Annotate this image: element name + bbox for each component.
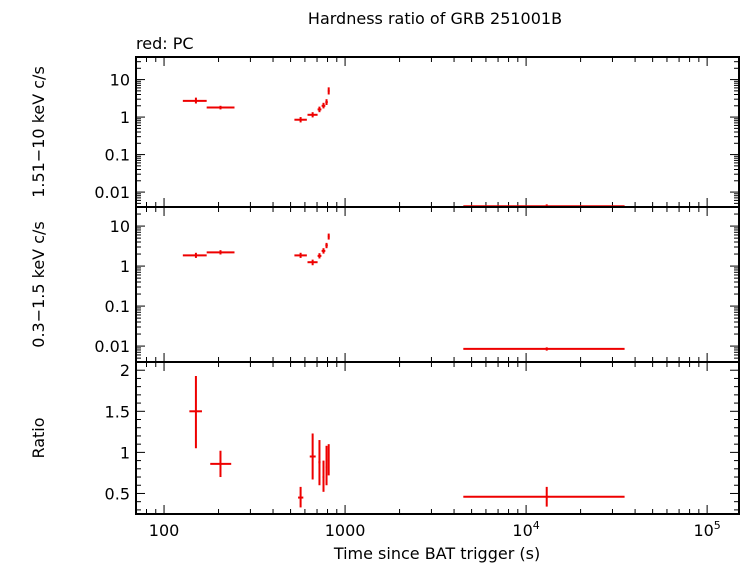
x-ticks-soft	[135, 207, 708, 362]
data-point	[327, 87, 330, 95]
series-hard	[182, 87, 625, 208]
y-ticks-hard: 10 1 0.1 0.01	[94, 56, 739, 208]
data-point	[317, 253, 322, 259]
series-soft	[182, 233, 625, 351]
y-axis-label-ratio: Ratio	[29, 417, 48, 458]
data-point	[325, 99, 328, 105]
data-point	[463, 486, 625, 507]
series-ratio	[189, 375, 625, 508]
y-tick-label: 0.1	[105, 297, 130, 316]
data-point	[298, 486, 304, 508]
data-point	[210, 450, 232, 478]
y-tick-label: 0.01	[94, 183, 130, 202]
data-point	[189, 375, 202, 449]
data-point	[307, 112, 318, 118]
data-point	[463, 347, 625, 351]
panel-frame-hard	[135, 56, 740, 208]
panel-frame-ratio	[135, 361, 740, 515]
x-tick-label: 105	[693, 519, 720, 540]
x-tick-label: 104	[512, 519, 539, 540]
data-point	[182, 252, 207, 258]
data-point	[309, 433, 316, 480]
data-point	[325, 242, 328, 249]
panel-frame-soft	[135, 206, 740, 363]
y-axis-label-hard: 1.51−10 keV c/s	[29, 66, 48, 198]
data-point	[294, 117, 307, 123]
panel-hard: 10 1 0.1 0.01 1.51−10 keV c/s	[29, 56, 740, 208]
y-ticks-ratio: 2 1.5 1 0.5	[105, 361, 739, 511]
data-point	[318, 440, 321, 486]
x-axis-label: Time since BAT trigger (s)	[333, 544, 540, 563]
x-ticks-ratio	[135, 362, 708, 514]
data-point	[327, 444, 330, 476]
y-axis-label-soft: 0.3−1.5 keV c/s	[29, 221, 48, 347]
y-tick-label: 0.5	[105, 484, 130, 503]
y-ticks-soft: 10 1 0.1 0.01	[94, 206, 739, 363]
y-tick-label: 2	[120, 361, 130, 380]
data-point	[206, 250, 235, 255]
data-point	[325, 445, 328, 486]
y-tick-label: 1	[120, 108, 130, 127]
x-ticks-hard	[135, 57, 708, 207]
data-point	[182, 97, 207, 104]
y-tick-label: 10	[110, 217, 130, 236]
y-tick-label: 1	[120, 443, 130, 462]
chart-subtitle: red: PC	[136, 34, 194, 53]
data-point	[322, 460, 325, 492]
data-point	[327, 233, 330, 240]
panel-soft: 10 1 0.1 0.01 0.3−1.5 keV c/s	[29, 206, 740, 363]
data-point	[206, 105, 235, 110]
data-point	[307, 259, 318, 266]
x-tick-label: 100	[149, 521, 180, 540]
y-tick-label: 0.1	[105, 146, 130, 165]
data-point	[321, 248, 326, 254]
y-tick-label: 1	[120, 257, 130, 276]
chart-title: Hardness ratio of GRB 251001B	[308, 9, 562, 28]
data-point	[294, 252, 307, 258]
chart-panels: 10 1 0.1 0.01 1.51−10 keV c/s 10 1 0.1 0.01 0.3−1…	[29, 56, 740, 540]
data-point	[317, 106, 322, 113]
y-tick-label: 0.01	[94, 337, 130, 356]
x-tick-label: 1000	[325, 521, 366, 540]
x-tick-labels: 100 1000 104 105	[149, 519, 721, 540]
y-tick-label: 10	[110, 71, 130, 90]
panel-ratio: 2 1.5 1 0.5 Ratio	[29, 361, 740, 515]
data-point	[321, 102, 326, 109]
y-tick-label: 1.5	[105, 402, 130, 421]
